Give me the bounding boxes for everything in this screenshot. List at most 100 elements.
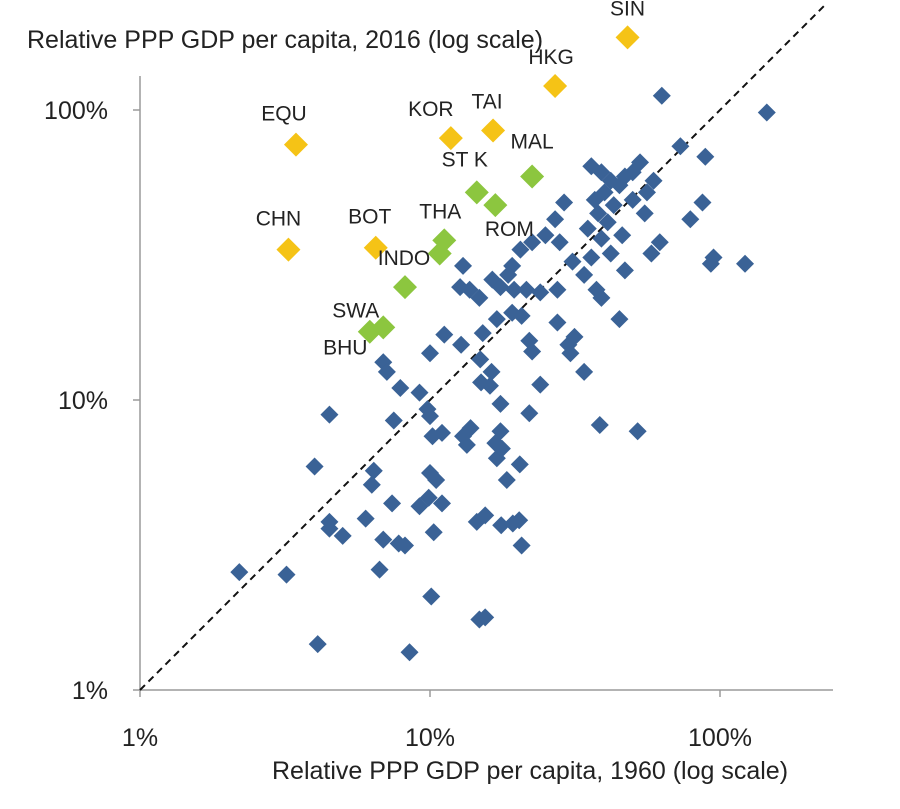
blue-point	[536, 226, 555, 245]
blue-point	[604, 196, 623, 215]
blue-point	[623, 190, 642, 209]
blue-point	[333, 526, 352, 545]
point-sin	[615, 25, 640, 50]
point-label: MAL	[511, 130, 554, 153]
blue-point	[575, 362, 594, 381]
point-label: EQU	[261, 103, 307, 126]
blue-point	[592, 288, 611, 307]
blue-point	[370, 560, 389, 579]
blue-point	[520, 404, 539, 423]
blue-point	[374, 530, 393, 549]
blue-point	[523, 233, 542, 252]
blue-point	[396, 536, 415, 555]
blue-point	[400, 643, 419, 662]
blue-point	[491, 278, 510, 297]
point-kor	[438, 126, 463, 151]
point-label: ROM	[485, 218, 534, 241]
blue-point	[585, 190, 604, 209]
x-axis-title: Relative PPP GDP per capita, 1960 (log s…	[272, 757, 789, 785]
blue-point	[308, 635, 327, 654]
point-hkg	[543, 73, 568, 98]
point-label: INDO	[378, 247, 431, 270]
blue-point	[652, 86, 671, 105]
blue-point	[550, 233, 569, 252]
point-equ	[283, 132, 308, 157]
blue-point	[433, 423, 452, 442]
blue-point	[512, 306, 531, 325]
blue-point	[492, 516, 511, 535]
y-tick-label: 10%	[58, 387, 108, 415]
blue-point	[505, 280, 524, 299]
blue-point	[476, 506, 495, 525]
blue-point	[277, 565, 296, 584]
blue-point	[482, 362, 501, 381]
blue-point	[377, 362, 396, 381]
blue-point	[548, 313, 567, 332]
blue-point	[422, 587, 441, 606]
y-tick-label: 100%	[44, 97, 108, 125]
point-mal	[520, 164, 545, 189]
blue-point	[546, 210, 565, 229]
blue-point	[410, 383, 429, 402]
blue-point	[563, 252, 582, 271]
blue-point	[696, 147, 715, 166]
blue-point	[598, 213, 617, 232]
blue-point	[575, 265, 594, 284]
blue-point	[590, 415, 609, 434]
blue-point	[736, 254, 755, 273]
blue-point	[671, 137, 690, 156]
blue-point	[510, 455, 529, 474]
blue-point	[565, 327, 584, 346]
blue-point	[531, 283, 550, 302]
blue-point	[555, 193, 574, 212]
blue-point	[320, 405, 339, 424]
blue-point	[499, 265, 518, 284]
blue-point	[561, 344, 580, 363]
blue-point	[610, 310, 629, 329]
blue-point	[578, 219, 597, 238]
blue-point	[476, 608, 495, 627]
blue-point	[531, 375, 550, 394]
blue-point	[454, 256, 473, 275]
blue-point	[635, 204, 654, 223]
point-label: CHN	[256, 208, 302, 231]
blue-point	[512, 536, 531, 555]
blue-point	[421, 407, 439, 426]
blue-point	[491, 394, 510, 413]
point-labels: SIN HKG TAI KOR EQU CHN BOT MAL ST K ROM THA INDO SW…	[256, 0, 645, 359]
blue-point	[589, 204, 608, 223]
point-label: THA	[419, 200, 461, 223]
blue-point	[613, 226, 632, 245]
blue-point	[305, 457, 324, 476]
blue-point	[601, 244, 620, 263]
point-st-k	[464, 180, 489, 205]
point-chn	[276, 237, 301, 262]
blue-point	[471, 350, 490, 369]
x-tick-label: 10%	[405, 724, 455, 752]
blue-point	[511, 240, 530, 259]
blue-point	[582, 157, 601, 176]
blue-point	[701, 254, 720, 273]
point-bhu	[371, 315, 396, 340]
blue-point	[548, 280, 567, 299]
point-label: BHU	[323, 336, 367, 359]
blue-point	[650, 233, 669, 252]
point-tai	[481, 118, 506, 143]
blue-point	[457, 435, 476, 454]
blue-point	[472, 373, 491, 392]
point-label: ST K	[442, 148, 488, 171]
blue-point	[470, 288, 489, 307]
blue-point	[364, 461, 383, 480]
point-label: BOT	[348, 206, 391, 229]
blue-point	[435, 325, 454, 344]
blue-point	[473, 324, 492, 343]
blue-point	[383, 494, 402, 513]
blue-point	[461, 419, 480, 438]
blue-point	[452, 335, 471, 354]
y-axis-title: Relative PPP GDP per capita, 2016 (log s…	[27, 26, 544, 54]
blue-point	[362, 475, 381, 494]
blue-point	[320, 519, 339, 538]
green-point	[427, 241, 452, 266]
x-tick-label: 1%	[122, 724, 158, 752]
